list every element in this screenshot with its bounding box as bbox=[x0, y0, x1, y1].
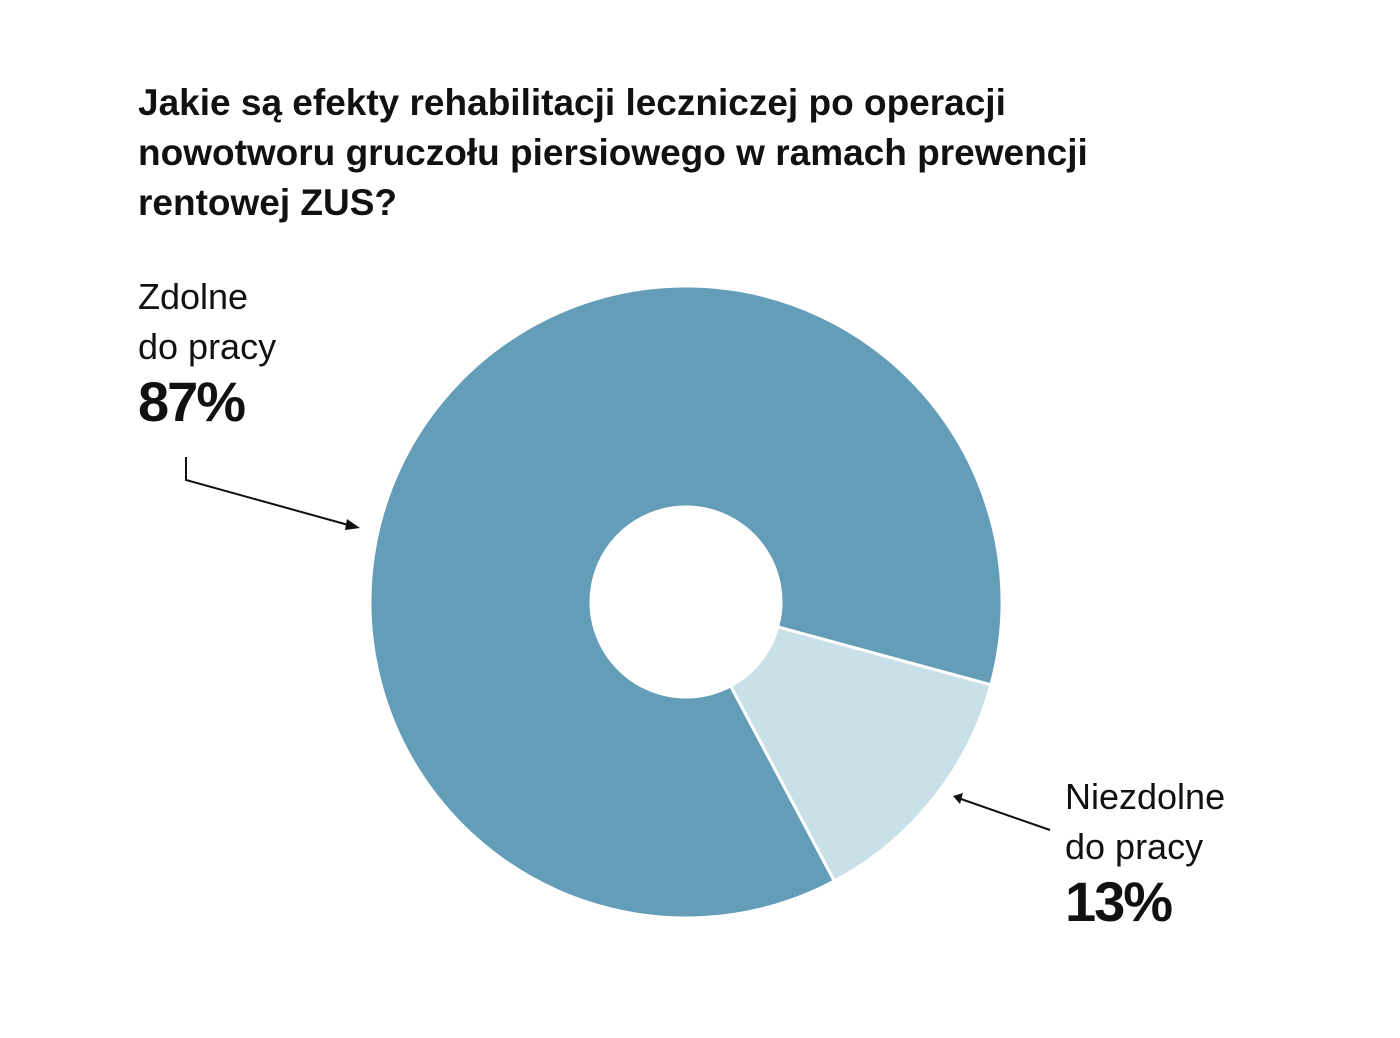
donut-slice bbox=[368, 284, 1004, 920]
slice-value-label: 87% bbox=[138, 370, 246, 433]
slice-label: Zdolne do pracy bbox=[138, 276, 277, 367]
arrow-head bbox=[953, 793, 963, 804]
annotation-arrows bbox=[185, 457, 1051, 831]
arrow-line bbox=[960, 798, 1051, 831]
arrow-line bbox=[185, 457, 353, 527]
chart-title: Jakie są efekty rehabilitacji leczniczej… bbox=[138, 82, 1088, 223]
slice-label: Niezdolne do pracy bbox=[1065, 776, 1226, 867]
arrow-head bbox=[345, 519, 360, 530]
donut-slice bbox=[728, 625, 993, 884]
slice-value-label: 13% bbox=[1065, 870, 1173, 933]
